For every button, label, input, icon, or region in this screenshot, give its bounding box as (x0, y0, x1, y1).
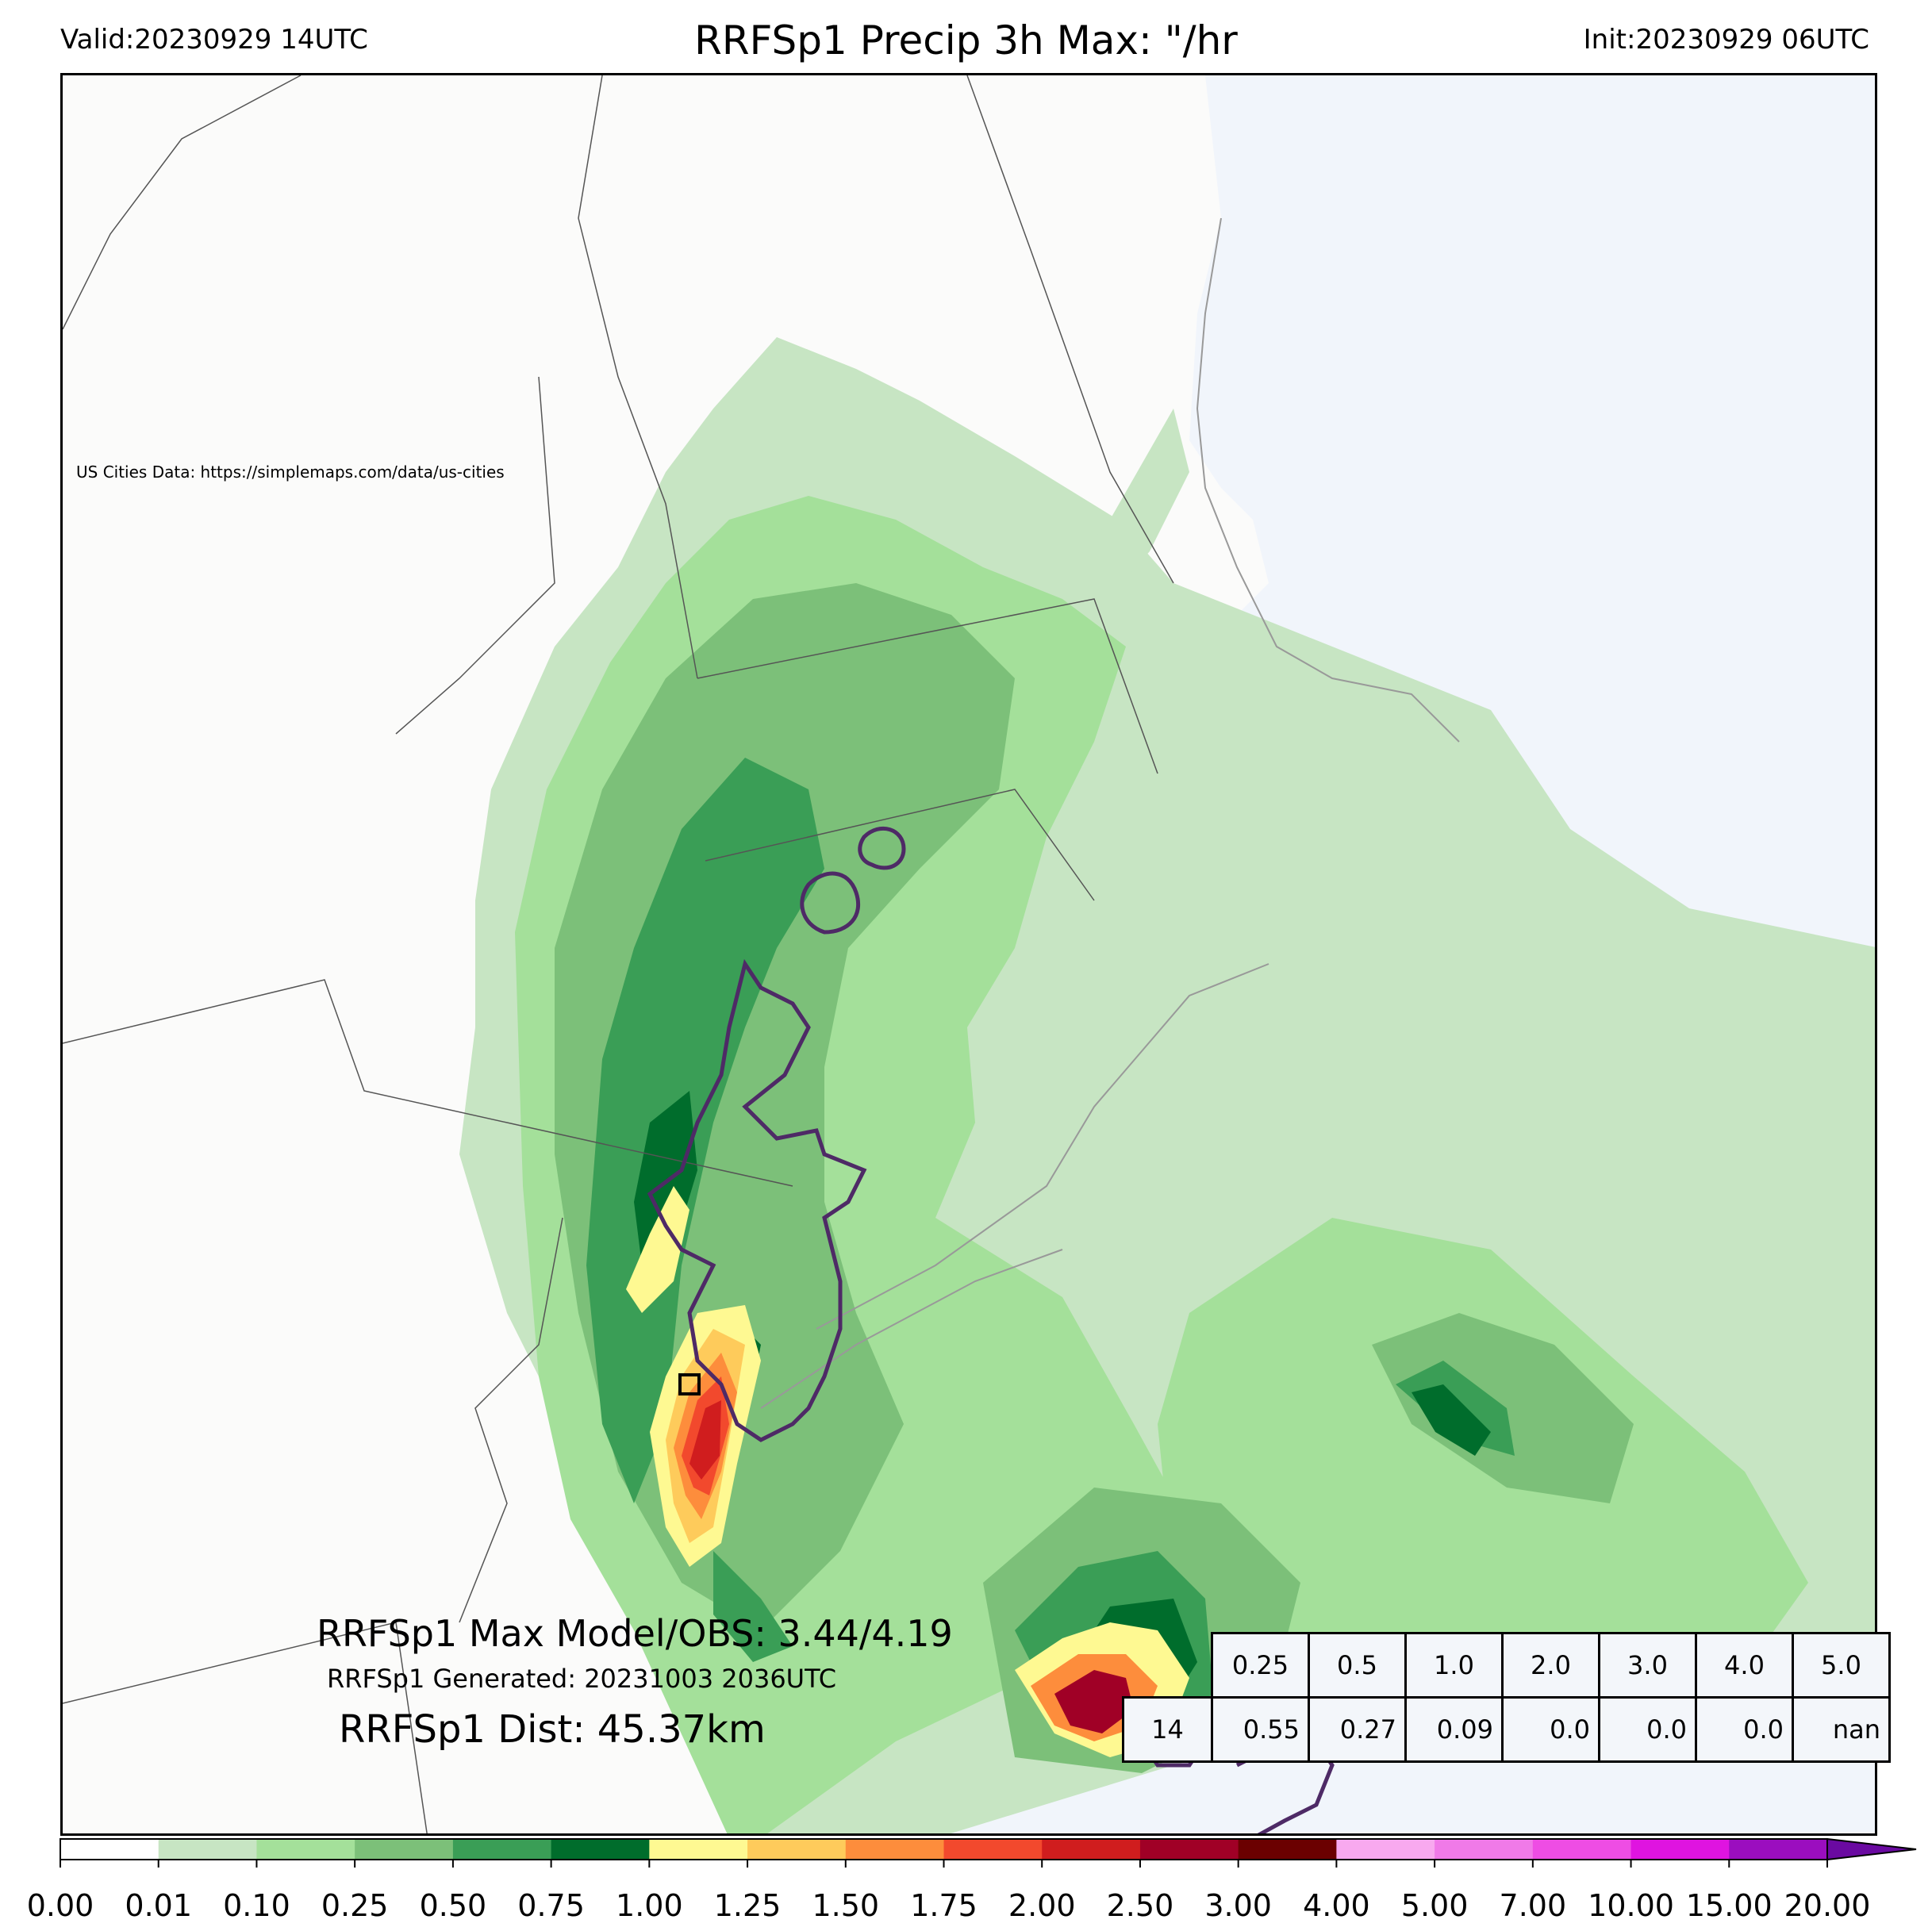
precip-0.50-b (713, 1551, 793, 1662)
colorbar-swatch (1336, 1839, 1435, 1860)
threshold-cell: 4.0 (1695, 1632, 1794, 1699)
colorbar-frame (60, 1838, 1828, 1860)
precip-0.10-se (1158, 1218, 1808, 1741)
colorbar-swatch (452, 1839, 552, 1860)
boundaries (63, 75, 1174, 1833)
chart-title: RRFSp1 Precip 3h Max: "/hr (694, 17, 1238, 63)
colorbar-tick-label: 0.10 (223, 1888, 290, 1923)
colorbar-tick-label: 2.50 (1106, 1888, 1174, 1923)
colorbar-tick-label: 7.00 (1499, 1888, 1567, 1923)
init-time-label: Init:20230929 06UTC (1583, 24, 1869, 56)
threshold-cell: 0.5 (1308, 1632, 1407, 1699)
colorbar-swatch (845, 1839, 944, 1860)
colorbar-tick-label: 0.25 (321, 1888, 389, 1923)
colorbar-swatch (1729, 1839, 1828, 1860)
value-cell: 0.0 (1598, 1696, 1697, 1763)
colorbar-tick-label: 5.00 (1400, 1888, 1469, 1923)
cities-data-attribution: US Cities Data: https://simplemaps.com/d… (76, 463, 505, 482)
colorbar-swatch (649, 1839, 748, 1860)
colorbar-swatch (355, 1839, 454, 1860)
value-cell: 0.0 (1695, 1696, 1794, 1763)
precip-0.01-ne (1070, 409, 1189, 615)
colorbar-swatch (1139, 1839, 1239, 1860)
colorbar-swatch (551, 1839, 650, 1860)
colorbar-swatch (158, 1839, 257, 1860)
colorbar-extend-arrow (1826, 1837, 1917, 1861)
colorbar-swatch (1042, 1839, 1141, 1860)
colorbar-tick-label: 0.75 (517, 1888, 585, 1923)
generated-label: RRFSp1 Generated: 20231003 2036UTC (327, 1664, 837, 1694)
threshold-cell: 3.0 (1598, 1632, 1697, 1699)
value-row: 14 0.55 0.27 0.09 0.0 0.0 0.0 nan (1122, 1696, 1891, 1763)
value-cell: 0.27 (1308, 1696, 1407, 1763)
precip-2.50-south (1054, 1670, 1134, 1733)
threshold-row: 0.25 0.5 1.0 2.0 3.0 4.0 5.0 (1123, 1632, 1891, 1699)
threshold-cell: 5.0 (1792, 1632, 1891, 1699)
colorbar-tick-label: 10.00 (1588, 1888, 1674, 1923)
value-cell: 0.09 (1404, 1696, 1504, 1763)
threshold-cell: 1.0 (1404, 1632, 1504, 1699)
coastlines (760, 217, 1460, 1409)
colorbar-tick-label: 0.50 (419, 1888, 487, 1923)
colorbar-swatch (256, 1839, 355, 1860)
map-panel[interactable]: US Cities Data: https://simplemaps.com/d… (60, 73, 1877, 1836)
colorbar-tick-label: 2.00 (1008, 1888, 1076, 1923)
precip-2.00 (689, 1400, 721, 1480)
distance-label: RRFSp1 Dist: 45.37km (339, 1707, 766, 1752)
colorbar-swatch (747, 1839, 847, 1860)
row-label: 14 (1122, 1696, 1213, 1763)
precip-map (63, 75, 1875, 1833)
precip-0.50 (586, 758, 824, 1503)
max-model-obs-label: RRFSp1 Max Model/OBS: 3.44/4.19 (317, 1612, 953, 1655)
colorbar-tick-label: 1.75 (910, 1888, 978, 1923)
table-corner (1123, 1633, 1212, 1698)
colorbar-swatch (1435, 1839, 1534, 1860)
precip-1.00-a (626, 1186, 689, 1313)
value-cell: 0.55 (1211, 1696, 1310, 1763)
value-cell: nan (1792, 1696, 1891, 1763)
colorbar-swatch (1532, 1839, 1632, 1860)
colorbar-swatch (943, 1839, 1043, 1860)
threshold-cell: 0.25 (1211, 1632, 1310, 1699)
colorbar-tick-label: 0.01 (125, 1888, 193, 1923)
colorbar-tick-label: 0.00 (26, 1888, 94, 1923)
colorbar-swatch (60, 1839, 159, 1860)
colorbar-swatch (1630, 1839, 1730, 1860)
obs-max-marker (678, 1373, 701, 1395)
colorbar-tick-label: 1.25 (713, 1888, 782, 1923)
valid-time-label: Valid:20230929 14UTC (60, 24, 368, 56)
colorbar-tick-label: 1.50 (812, 1888, 880, 1923)
threshold-cell: 2.0 (1501, 1632, 1600, 1699)
colorbar-swatch (1238, 1839, 1337, 1860)
threshold-stats-table: 0.25 0.5 1.0 2.0 3.0 4.0 5.0 14 0.55 0.2… (1122, 1632, 1891, 1763)
colorbar-tick-label: 4.00 (1303, 1888, 1370, 1923)
precip-0.75-d (1412, 1384, 1491, 1456)
colorbar-tick-label: 20.00 (1784, 1888, 1871, 1923)
value-cell: 0.0 (1501, 1696, 1600, 1763)
colorbar-tick-label: 1.00 (616, 1888, 683, 1923)
colorbar-tick-label: 15.00 (1685, 1888, 1773, 1923)
colorbar-tick-label: 3.00 (1204, 1888, 1272, 1923)
